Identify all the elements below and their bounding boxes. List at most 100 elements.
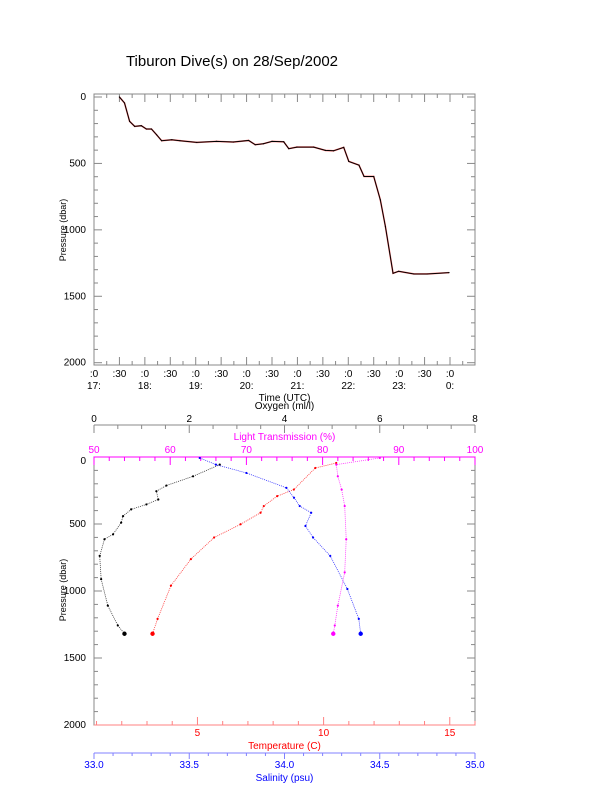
salinity-point — [245, 471, 248, 475]
temperature-point — [213, 536, 216, 539]
pressure-point — [384, 225, 387, 228]
x-tick-minute-label: :0 — [90, 369, 99, 380]
salinity-point — [292, 496, 296, 499]
light-tick-label: 50 — [88, 445, 100, 456]
salinity-point — [329, 554, 332, 557]
oxygen-point — [191, 475, 195, 478]
pressure-point — [271, 140, 273, 142]
temperature-profile-line — [152, 462, 337, 634]
temperature-tick-label: 5 — [195, 728, 201, 739]
oxygen-tick-label: 6 — [377, 414, 383, 425]
y-tick-label: 1500 — [64, 291, 87, 302]
pressure-point — [171, 139, 173, 141]
light-tick-label: 80 — [317, 445, 329, 456]
light-tick-label: 70 — [241, 445, 253, 456]
pressure-point — [413, 273, 415, 275]
light-transmission-point — [378, 456, 381, 460]
light-tick-label: 90 — [393, 445, 405, 456]
y-tick-label: 1500 — [64, 653, 87, 664]
pressure-time-chart: 0500100015002000:0:30:0:30:0:30:0:30:0:3… — [58, 92, 476, 404]
light-transmission-point — [340, 488, 343, 491]
pressure-point — [373, 175, 375, 178]
x-tick-minute-label: :30 — [367, 369, 381, 380]
page-title: Tiburon Dive(s) on 28/Sep/2002 — [126, 53, 338, 70]
x-tick-minute-label: :0 — [293, 369, 302, 380]
y-tick-label: 500 — [69, 519, 86, 530]
x-tick-minute-label: :30 — [265, 369, 279, 380]
pressure-point — [123, 102, 126, 104]
oxygen-tick-label: 8 — [472, 414, 478, 425]
salinity-tick-label: 33.0 — [84, 760, 104, 771]
pressure-point — [179, 140, 181, 142]
pressure-point — [232, 141, 234, 143]
temperature-point — [314, 466, 317, 470]
pressure-point — [332, 150, 335, 152]
oxygen-point — [98, 554, 101, 557]
temperature-axis-title: Temperature (C) — [248, 741, 321, 752]
pressure-point — [324, 149, 326, 152]
y-tick-label: 1000 — [64, 586, 87, 597]
x-tick-minute-label: :30 — [163, 369, 177, 380]
oxygen-point — [157, 498, 160, 501]
oxygen-point — [130, 508, 133, 511]
pressure-point — [161, 140, 163, 142]
pressure-point — [155, 134, 158, 136]
temperature-tick-label: 15 — [444, 728, 456, 739]
temperature-point — [259, 511, 262, 514]
salinity-bottom-marker — [358, 631, 363, 636]
salinity-point — [311, 536, 315, 539]
temperature-point — [262, 504, 265, 508]
oxygen-point — [165, 484, 168, 487]
light-transmission-point — [336, 475, 339, 478]
temperature-point — [335, 461, 338, 465]
pressure-point — [398, 270, 400, 272]
salinity-point — [198, 456, 201, 460]
salinity-point — [214, 463, 218, 466]
light-tick-label: 100 — [467, 445, 484, 456]
light-transmission-point — [345, 538, 348, 541]
light-transmission-point — [343, 504, 346, 508]
pressure-point — [196, 141, 198, 144]
pressure-point — [129, 120, 131, 122]
pressure-point — [150, 128, 153, 130]
oxygen-bottom-marker — [122, 631, 127, 636]
pressure-point — [363, 175, 365, 178]
x-tick-hour-label: 18: — [138, 381, 152, 392]
temperature-point — [276, 495, 279, 498]
pressure-point — [145, 128, 147, 130]
temperature-point — [239, 523, 242, 526]
temperature-point — [292, 488, 295, 491]
temperature-point — [169, 584, 173, 587]
y-tick-label: 1000 — [64, 225, 87, 236]
y-tick-label: 500 — [69, 158, 86, 169]
pressure-point — [134, 125, 136, 127]
oxygen-point — [111, 533, 115, 536]
x-tick-hour-label: 19: — [189, 381, 203, 392]
pressure-point — [140, 125, 142, 127]
light-transmission-profile-line — [332, 457, 380, 634]
pressure-point — [343, 146, 345, 148]
salinity-point — [298, 504, 301, 508]
pressure-point — [283, 141, 285, 143]
temperature-point — [156, 617, 159, 620]
oxygen-point — [121, 514, 125, 518]
pressure-point — [358, 164, 360, 166]
oxygen-tick-label: 4 — [282, 414, 288, 425]
pressure-series-red — [118, 96, 450, 275]
salinity-axis-title: Salinity (psu) — [256, 773, 314, 784]
pressure-point — [254, 144, 256, 146]
x-tick-minute-label: :0 — [141, 369, 150, 380]
oxygen-point — [116, 624, 119, 627]
x-tick-minute-label: :0 — [192, 369, 201, 380]
salinity-profile-line — [199, 457, 362, 634]
profile-chart: 0 500 1000 1500 2000 Pressure (dbar) 0 2 4 6 8 Oxyg… — [58, 401, 485, 784]
x-tick-minute-label: :0 — [242, 369, 251, 380]
pressure-point — [288, 148, 290, 150]
pressure-point — [262, 143, 264, 145]
oxygen-point — [100, 577, 103, 581]
light-transmission-point — [336, 604, 339, 607]
salinity-point — [310, 511, 313, 514]
x-tick-minute-label: :0 — [344, 369, 353, 380]
